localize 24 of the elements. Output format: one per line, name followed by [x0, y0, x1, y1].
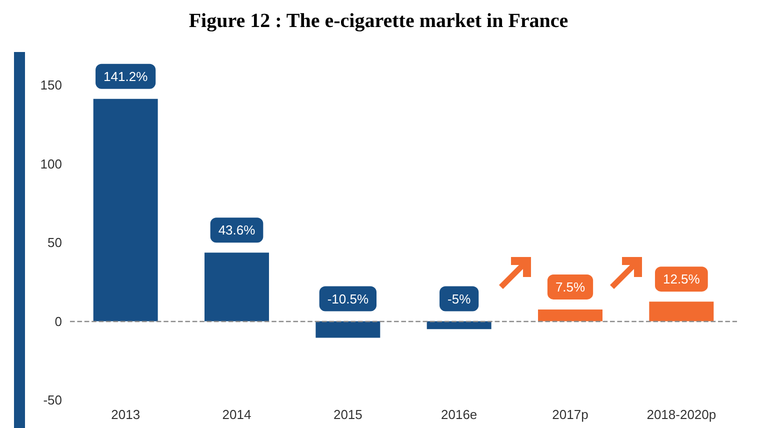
data-label: 43.6% — [218, 222, 256, 238]
x-tick-label: 2015 — [333, 407, 362, 422]
data-label: 12.5% — [662, 272, 700, 287]
bar — [93, 98, 158, 322]
y-tick-label: 100 — [40, 156, 62, 172]
x-tick-label: 2018-2020p — [646, 407, 716, 422]
bar — [426, 321, 492, 330]
x-tick-label: 2016e — [441, 407, 478, 422]
chart-title: Figure 12 : The e-cigarette market in France — [188, 10, 570, 33]
data-label: -10.5% — [327, 291, 369, 306]
bar — [649, 302, 714, 322]
y-tick-label: 50 — [48, 235, 62, 250]
bar — [538, 309, 602, 322]
x-tick-label: 2014 — [222, 407, 252, 422]
bar — [204, 252, 269, 322]
x-tick-label: 2017p — [552, 407, 588, 422]
data-label: 7.5% — [555, 279, 586, 294]
bar — [316, 321, 380, 338]
y-tick-label: 0 — [54, 314, 62, 329]
y-tick-label: -50 — [43, 392, 62, 408]
data-label: -5% — [448, 291, 472, 306]
y-tick-label: 150 — [40, 78, 62, 92]
data-label: 141.2% — [104, 68, 148, 84]
x-tick-label: 2013 — [111, 407, 140, 422]
